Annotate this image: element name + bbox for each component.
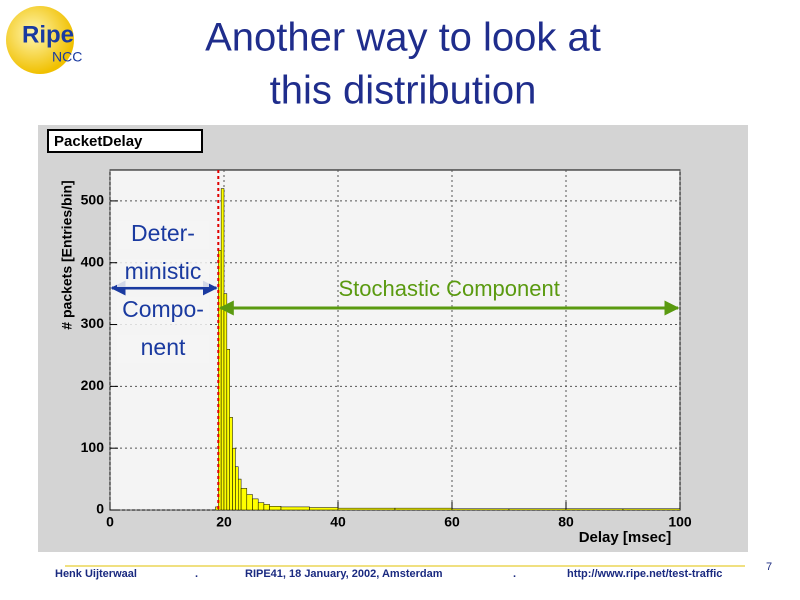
- bar: [229, 417, 233, 511]
- footer-url: http://www.ripe.net/test-traffic: [567, 568, 722, 580]
- deterministic-label: Compo-: [122, 296, 204, 322]
- footer-sep: .: [195, 568, 198, 580]
- annotation-bg: [117, 335, 209, 363]
- x-tick-label: 0: [106, 514, 114, 530]
- bar: [508, 508, 567, 511]
- x-axis-label: Delay [msec]: [579, 529, 672, 546]
- bar: [238, 478, 242, 511]
- bar: [235, 466, 239, 511]
- deterministic-label: Deter-: [131, 220, 195, 246]
- bar: [223, 293, 228, 511]
- slide-title: this distribution: [270, 69, 537, 113]
- x-tick-label: 80: [558, 514, 574, 530]
- logo-circle: [6, 6, 74, 74]
- deterministic-label: ministic: [125, 258, 202, 284]
- bar: [451, 508, 510, 511]
- page-number: 7: [766, 561, 772, 573]
- bar: [337, 507, 396, 511]
- bar: [240, 488, 248, 511]
- footer-author: Henk Uijterwaal: [55, 568, 137, 580]
- y-tick-label: 200: [81, 377, 105, 393]
- bar: [309, 507, 339, 511]
- y-tick-label: 400: [81, 253, 105, 269]
- logo-sub: NCC: [52, 49, 82, 65]
- bar: [246, 494, 253, 511]
- x-tick-label: 40: [330, 514, 346, 530]
- chart-title: PacketDelay: [54, 133, 143, 150]
- logo-main: Ripe: [22, 21, 74, 48]
- y-tick-label: 0: [96, 501, 104, 517]
- bar: [622, 508, 681, 511]
- y-tick-label: 500: [81, 192, 105, 208]
- bar: [257, 502, 265, 511]
- bar: [252, 498, 259, 511]
- annotation-bg: [117, 259, 209, 287]
- y-tick-label: 300: [81, 315, 105, 331]
- y-axis-label: # packets [Entries/bin]: [59, 180, 75, 329]
- chart-title-box: [47, 129, 203, 153]
- bar: [394, 507, 453, 511]
- annotation-bg: [117, 297, 209, 325]
- y-tick-label: 100: [81, 439, 105, 455]
- slide-title: Another way to look at: [205, 16, 601, 60]
- bar: [232, 447, 236, 511]
- deterministic-label: nent: [141, 334, 186, 360]
- x-tick-label: 100: [668, 514, 692, 530]
- footer-event: RIPE41, 18 January, 2002, Amsterdam: [245, 568, 443, 580]
- bar: [263, 504, 270, 511]
- bar: [226, 349, 230, 511]
- stochastic-label: Stochastic Component: [338, 276, 559, 301]
- bar: [565, 508, 624, 511]
- footer-sep: .: [513, 568, 516, 580]
- bar: [280, 506, 310, 511]
- bar: [269, 506, 282, 511]
- annotation-bg: [117, 221, 209, 249]
- x-tick-label: 20: [216, 514, 232, 530]
- x-tick-label: 60: [444, 514, 460, 530]
- bar: [220, 188, 225, 511]
